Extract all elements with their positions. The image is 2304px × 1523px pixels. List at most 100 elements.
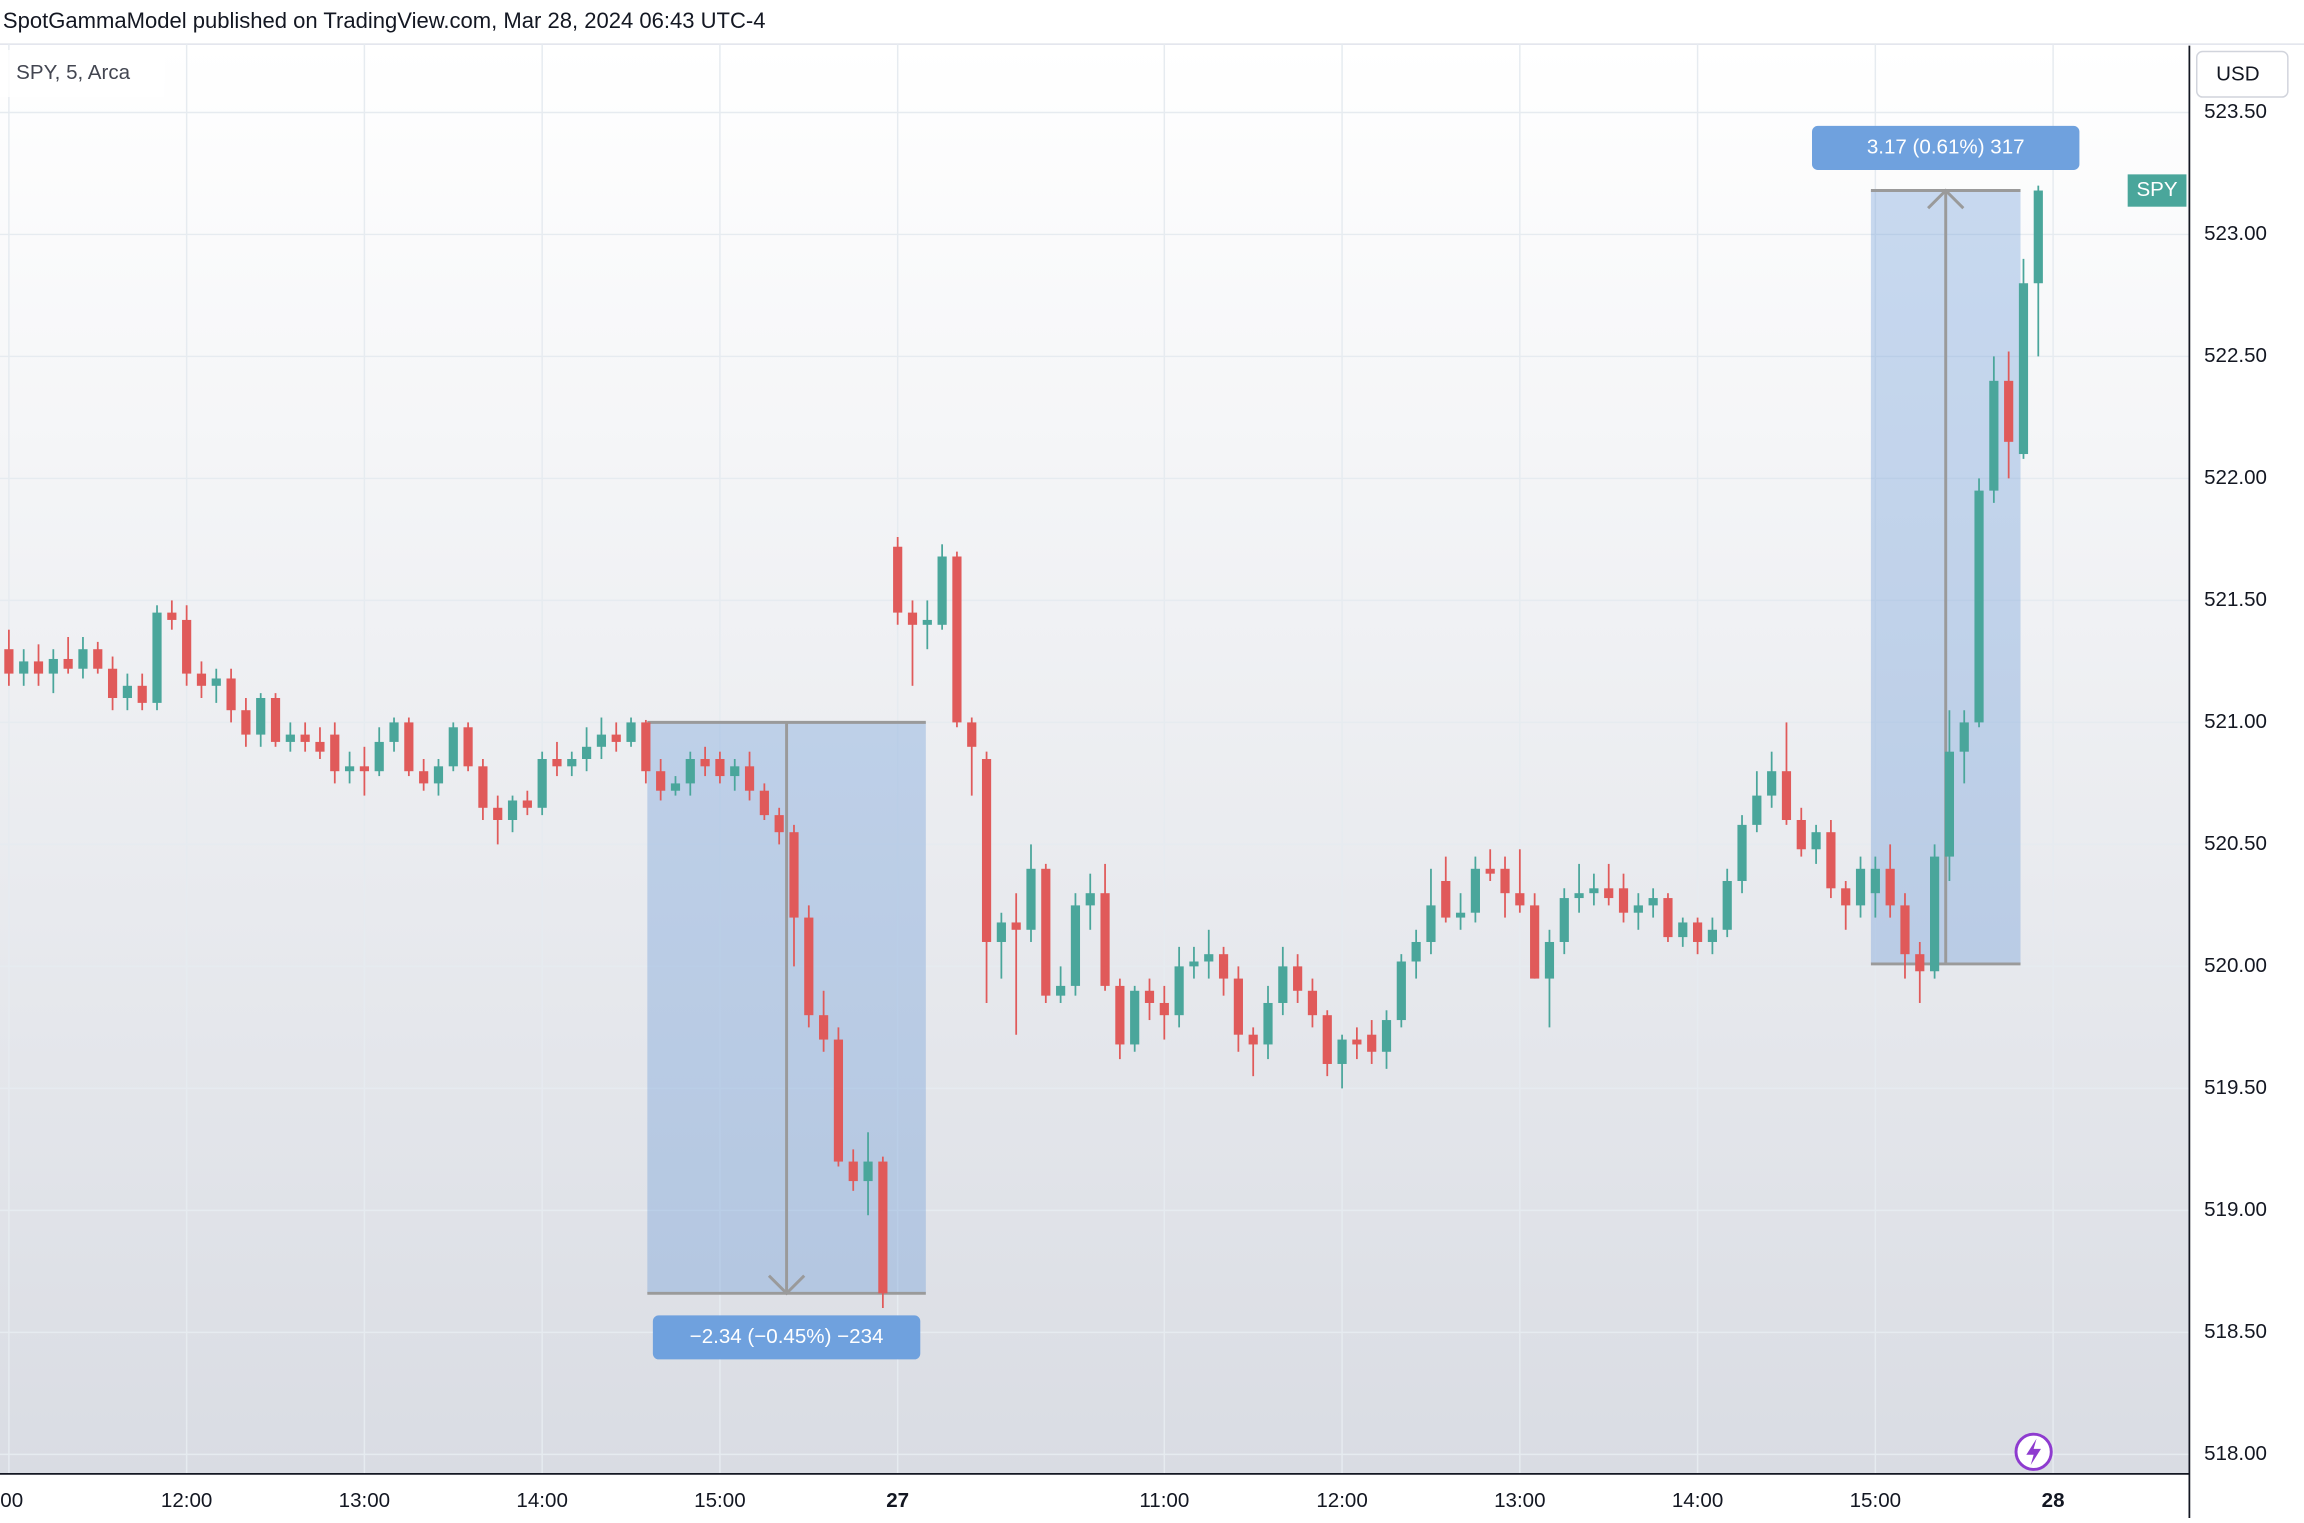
- candle-body: [641, 722, 651, 772]
- candle-body: [1411, 941, 1421, 962]
- y-tick-label: 519.00: [2204, 1198, 2267, 1221]
- x-tick-label: 11:00: [1139, 1489, 1189, 1512]
- candle-body: [1633, 905, 1643, 913]
- candle-body: [1100, 893, 1110, 986]
- candle-body: [819, 1015, 829, 1040]
- candle-body: [833, 1039, 844, 1162]
- candle-body: [1678, 922, 1688, 938]
- candle-body: [1915, 954, 1925, 972]
- candle-body: [4, 649, 14, 674]
- measure-arrowhead: [1927, 188, 1965, 210]
- candle-body: [1263, 1002, 1273, 1045]
- candle-body: [315, 741, 325, 752]
- candle-body: [241, 710, 251, 735]
- plot-background: [0, 45, 2190, 1474]
- candle-body: [1515, 893, 1525, 906]
- candle-body: [1204, 954, 1214, 962]
- candle-body: [730, 766, 740, 777]
- candle-body: [1485, 868, 1495, 874]
- candle-body: [893, 546, 903, 613]
- x-tick-label: 13:00: [339, 1489, 390, 1512]
- candle-body: [1396, 961, 1406, 1021]
- candle-body: [863, 1161, 873, 1182]
- candle-body: [1604, 888, 1614, 899]
- candle-body: [1900, 905, 1910, 955]
- candle-body: [1574, 893, 1584, 899]
- candle-body: [374, 741, 384, 772]
- candle-body: [804, 917, 814, 1016]
- y-tick-label: 518.50: [2204, 1320, 2267, 1343]
- candle-body: [2004, 380, 2014, 442]
- candle-body: [700, 759, 710, 767]
- candle-body: [478, 766, 488, 808]
- candle-body: [1692, 922, 1703, 942]
- candle-body: [359, 766, 369, 772]
- candle-body: [300, 734, 310, 742]
- candle-body: [922, 619, 932, 625]
- candle-body: [330, 734, 340, 772]
- candle-body: [256, 698, 266, 735]
- candle-body: [137, 685, 147, 703]
- candle-body: [715, 759, 725, 777]
- label-layer: −2.34 (−0.45%) −234 3.17 (0.61%) 317: [652, 125, 2080, 1360]
- candle-body: [744, 766, 755, 791]
- candle-body: [1470, 868, 1480, 913]
- candle-body: [582, 746, 592, 759]
- candle-body: [656, 771, 666, 791]
- candle-body: [981, 759, 992, 942]
- y-tick-label: 522.50: [2204, 344, 2267, 367]
- candle-body: [1367, 1034, 1377, 1052]
- candle-body: [1500, 868, 1510, 894]
- time-axis: [0, 1473, 2190, 1518]
- candle-body: [1322, 1015, 1332, 1064]
- candle-body: [78, 649, 88, 669]
- candle-body: [107, 668, 118, 699]
- candle-body: [1722, 880, 1732, 930]
- candle-body: [907, 612, 918, 625]
- candle-layer: [4, 185, 2043, 1308]
- grid: [0, 44, 2190, 1474]
- candle-body: [2018, 283, 2029, 455]
- candle-body: [1455, 912, 1466, 918]
- candle-body: [774, 815, 784, 833]
- x-tick-label: 15:00: [694, 1489, 745, 1512]
- measure-label-bg: [652, 1315, 921, 1360]
- candle-body: [1544, 941, 1555, 979]
- candle-body: [1855, 868, 1866, 906]
- candle-body: [1811, 832, 1821, 850]
- x-tick-label: 15:00: [1850, 1489, 1901, 1512]
- candle-body: [1130, 990, 1140, 1045]
- measure-arrowhead: [767, 1274, 806, 1296]
- x-tick-label: 13:00: [1494, 1489, 1545, 1512]
- last-price-label: SPY: [2136, 178, 2177, 201]
- candle-body: [1189, 961, 1199, 967]
- last-price-tag: [2127, 174, 2187, 207]
- y-tick-label: 519.50: [2204, 1076, 2267, 1099]
- candle-body: [63, 658, 73, 669]
- y-tick-label: 521.50: [2204, 588, 2267, 611]
- header-text: SpotGammaModel published on TradingView.…: [3, 8, 766, 33]
- currency-button[interactable]: [2196, 50, 2289, 98]
- y-tick-label: 521.00: [2204, 710, 2267, 733]
- candle-body: [1559, 898, 1569, 942]
- candle-body: [196, 673, 207, 686]
- candle-body: [93, 649, 103, 669]
- candle-body: [1115, 985, 1125, 1045]
- candle-body: [389, 722, 399, 742]
- candle-body: [1707, 929, 1717, 942]
- price-axis: [2189, 45, 2304, 1518]
- candle-body: [848, 1161, 858, 1182]
- x-tick-label: :00: [0, 1489, 23, 1512]
- candle-body: [1011, 922, 1021, 930]
- candle-body: [626, 722, 636, 742]
- candle-body: [1026, 868, 1036, 930]
- candle-body: [1589, 888, 1599, 894]
- candle-body: [1885, 868, 1895, 906]
- candle-body: [522, 800, 532, 808]
- candle-body: [1307, 990, 1318, 1016]
- y-tick-label: 518.00: [2204, 1442, 2267, 1465]
- candle-body: [1752, 795, 1762, 825]
- currency: USD: [2216, 62, 2259, 85]
